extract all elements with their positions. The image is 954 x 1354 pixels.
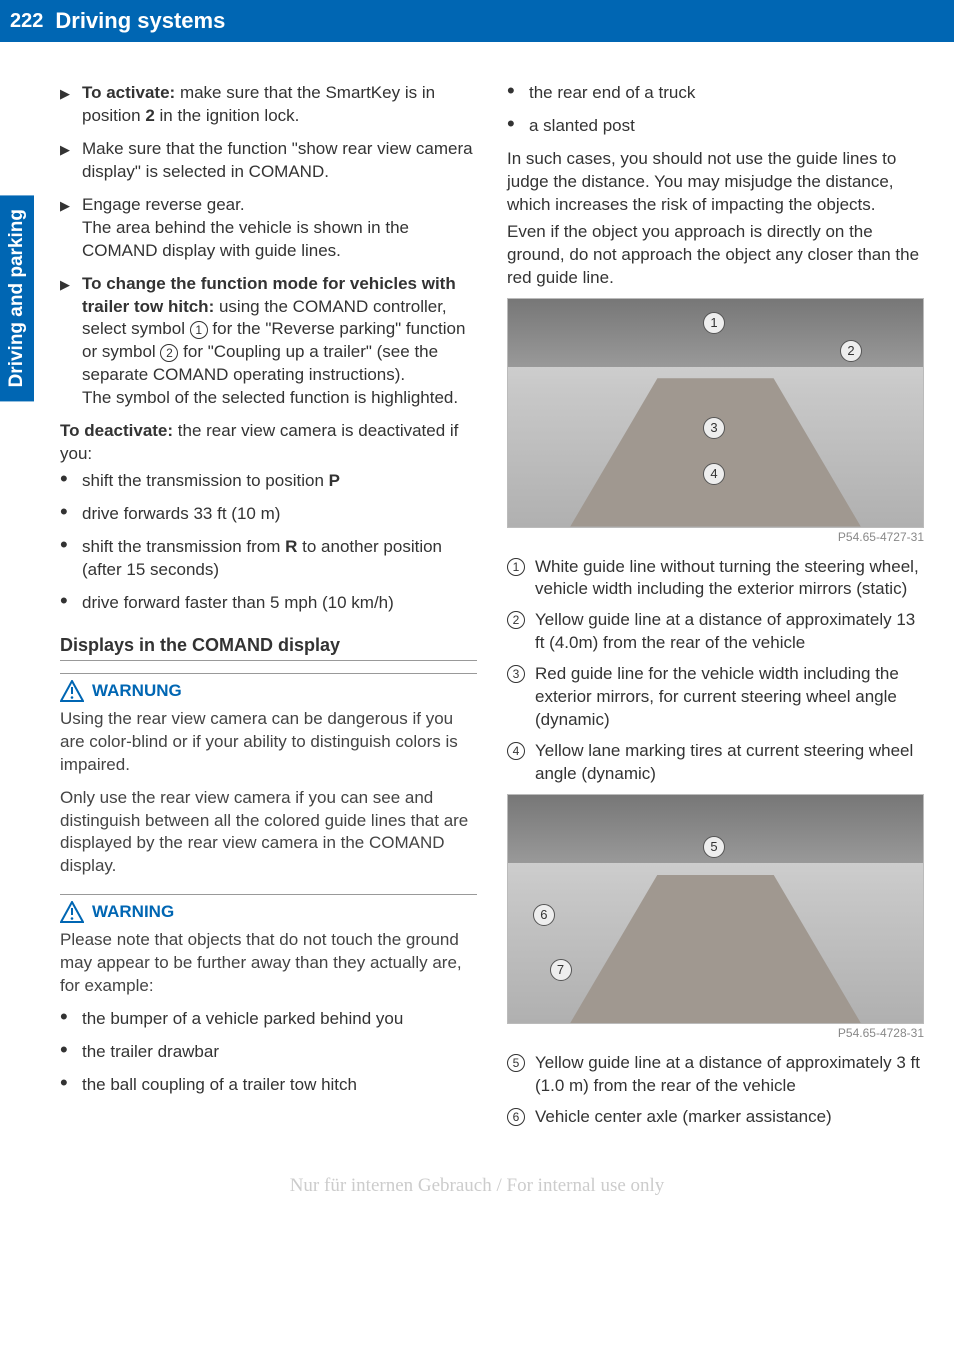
instruction-item: ▶To activate: make sure that the SmartKe… <box>60 82 477 128</box>
left-column: ▶To activate: make sure that the SmartKe… <box>60 82 477 1137</box>
legend-number: 1 <box>507 558 525 576</box>
list-item: •shift the transmission from R to anothe… <box>60 536 477 582</box>
list-item: •shift the transmission to position P <box>60 470 477 493</box>
legend-number: 4 <box>507 742 525 760</box>
warning-text: Please note that objects that do not tou… <box>60 929 477 998</box>
figure-1: 1234 <box>507 298 924 528</box>
list-item: •drive forwards 33 ft (10 m) <box>60 503 477 526</box>
triangle-marker-icon: ▶ <box>60 194 82 263</box>
figure-marker: 7 <box>550 959 572 981</box>
warning-header: WARNING <box>60 901 477 923</box>
bullet-icon: • <box>507 82 529 105</box>
legend-item: 3 Red guide line for the vehicle width in… <box>507 663 924 732</box>
warning-text: Using the rear view camera can be danger… <box>60 708 477 777</box>
bullet-icon: • <box>60 536 82 582</box>
figure-marker: 4 <box>703 463 725 485</box>
list-item: •drive forward faster than 5 mph (10 km/… <box>60 592 477 615</box>
legend-text: Yellow guide line at a distance of appro… <box>535 609 924 655</box>
legend-item: 1 White guide line without turning the st… <box>507 556 924 602</box>
legend-item: 5 Yellow guide line at a distance of appr… <box>507 1052 924 1098</box>
page-number: 222 <box>10 10 43 33</box>
deactivate-list: •shift the transmission to position P•dr… <box>60 470 477 615</box>
legend-item: 6 Vehicle center axle (marker assistance) <box>507 1106 924 1129</box>
bullet-icon: • <box>60 1008 82 1031</box>
legend-number: 5 <box>507 1054 525 1072</box>
warning-box-2: WARNING Please note that objects that do… <box>60 894 477 1097</box>
list-text: the bumper of a vehicle parked behind yo… <box>82 1008 477 1031</box>
warning-box-1: WARNUNG Using the rear view camera can b… <box>60 673 477 879</box>
figure-2: 5 6 7 <box>507 794 924 1024</box>
instruction-text: Make sure that the function "show rear v… <box>82 138 477 184</box>
list-text: the rear end of a truck <box>529 82 924 105</box>
page-title: Driving systems <box>55 8 225 34</box>
content: ▶To activate: make sure that the SmartKe… <box>0 42 954 1157</box>
activate-list: ▶To activate: make sure that the SmartKe… <box>60 82 477 410</box>
subheading-displays: Displays in the COMAND display <box>60 635 477 661</box>
bullet-icon: • <box>507 115 529 138</box>
legend-text: Vehicle center axle (marker assistance) <box>535 1106 924 1129</box>
triangle-marker-icon: ▶ <box>60 138 82 184</box>
figure-marker: 3 <box>703 417 725 439</box>
warning-text: Only use the rear view camera if you can… <box>60 787 477 879</box>
list-item: •the rear end of a truck <box>507 82 924 105</box>
triangle-marker-icon: ▶ <box>60 82 82 128</box>
instruction-text: To change the function mode for vehicles… <box>82 273 477 411</box>
triangle-marker-icon: ▶ <box>60 273 82 411</box>
warning-header: WARNUNG <box>60 680 477 702</box>
list-item: •the trailer drawbar <box>60 1041 477 1064</box>
paragraph: Even if the object you approach is direc… <box>507 221 924 290</box>
warning-list: •the bumper of a vehicle parked behind y… <box>60 1008 477 1097</box>
list-text: shift the transmission to position P <box>82 470 477 493</box>
legend-text: White guide line without turning the ste… <box>535 556 924 602</box>
warning-triangle-icon <box>60 901 84 923</box>
figure-2-legend: 5 Yellow guide line at a distance of appr… <box>507 1052 924 1129</box>
legend-item: 2 Yellow guide line at a distance of appr… <box>507 609 924 655</box>
paragraph: In such cases, you should not use the gu… <box>507 148 924 217</box>
warning-triangle-icon <box>60 680 84 702</box>
figure-caption: P54.65-4727-31 <box>507 530 924 544</box>
warning-title: WARNING <box>92 902 174 922</box>
list-item: •a slanted post <box>507 115 924 138</box>
bullet-icon: • <box>60 1074 82 1097</box>
list-text: drive forward faster than 5 mph (10 km/h… <box>82 592 477 615</box>
bullet-icon: • <box>60 592 82 615</box>
legend-number: 6 <box>507 1108 525 1126</box>
list-item: •the bumper of a vehicle parked behind y… <box>60 1008 477 1031</box>
instruction-text: Engage reverse gear.The area behind the … <box>82 194 477 263</box>
list-text: the trailer drawbar <box>82 1041 477 1064</box>
top-list: •the rear end of a truck•a slanted post <box>507 82 924 138</box>
list-text: shift the transmission from R to another… <box>82 536 477 582</box>
bullet-icon: • <box>60 470 82 493</box>
legend-text: Yellow guide line at a distance of appro… <box>535 1052 924 1098</box>
instruction-item: ▶Make sure that the function "show rear … <box>60 138 477 184</box>
watermark: Nur für internen Gebrauch / For internal… <box>0 1175 954 1197</box>
figure-1-legend: 1 White guide line without turning the st… <box>507 556 924 786</box>
side-tab: Driving and parking <box>0 195 34 401</box>
legend-text: Yellow lane marking tires at current ste… <box>535 740 924 786</box>
list-text: the ball coupling of a trailer tow hitch <box>82 1074 477 1097</box>
bullet-icon: • <box>60 503 82 526</box>
right-column: •the rear end of a truck•a slanted post … <box>507 82 924 1137</box>
legend-number: 3 <box>507 665 525 683</box>
figure-marker: 5 <box>703 836 725 858</box>
figure-caption: P54.65-4728-31 <box>507 1026 924 1040</box>
instruction-item: ▶To change the function mode for vehicle… <box>60 273 477 411</box>
figure-marker: 6 <box>533 904 555 926</box>
legend-text: Red guide line for the vehicle width inc… <box>535 663 924 732</box>
deactivate-intro: To deactivate: the rear view camera is d… <box>60 420 477 466</box>
instruction-text: To activate: make sure that the SmartKey… <box>82 82 477 128</box>
list-item: •the ball coupling of a trailer tow hitc… <box>60 1074 477 1097</box>
header-bar: 222 Driving systems <box>0 0 954 42</box>
instruction-item: ▶Engage reverse gear.The area behind the… <box>60 194 477 263</box>
list-text: drive forwards 33 ft (10 m) <box>82 503 477 526</box>
figure-marker: 2 <box>840 340 862 362</box>
legend-number: 2 <box>507 611 525 629</box>
list-text: a slanted post <box>529 115 924 138</box>
warning-title: WARNUNG <box>92 681 182 701</box>
bullet-icon: • <box>60 1041 82 1064</box>
legend-item: 4 Yellow lane marking tires at current st… <box>507 740 924 786</box>
